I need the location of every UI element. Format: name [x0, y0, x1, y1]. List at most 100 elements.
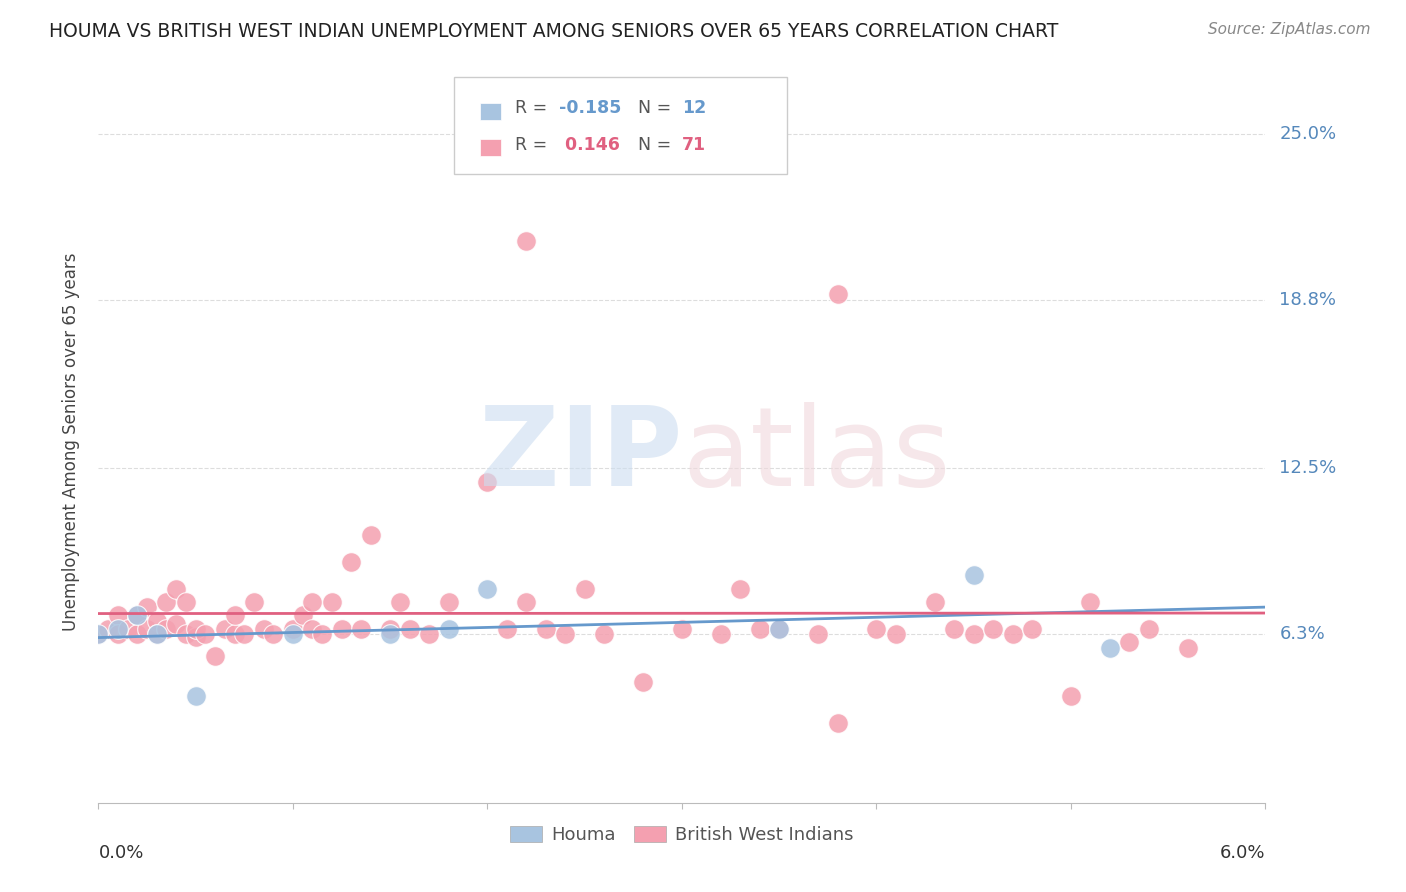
Text: 12: 12 [682, 99, 706, 117]
Point [281, 627, 304, 641]
Point [380, 622, 402, 636]
Point [360, 528, 382, 542]
Text: atlas: atlas [682, 402, 950, 509]
Point [1177, 640, 1199, 655]
Point [330, 622, 353, 636]
Text: 0.0%: 0.0% [98, 845, 143, 863]
Point [418, 627, 440, 641]
Y-axis label: Unemployment Among Seniors over 65 years: Unemployment Among Seniors over 65 years [62, 252, 80, 631]
Point [943, 622, 966, 636]
Point [748, 622, 770, 636]
Point [107, 608, 129, 623]
Point [136, 600, 159, 615]
Point [224, 627, 246, 641]
Text: ZIP: ZIP [478, 402, 682, 509]
Text: -0.185: -0.185 [560, 99, 621, 117]
Point [174, 627, 197, 641]
Point [388, 595, 411, 609]
FancyBboxPatch shape [454, 77, 787, 174]
Point [554, 627, 576, 641]
Text: N =: N = [637, 99, 676, 117]
Point [262, 627, 284, 641]
Point [865, 622, 887, 636]
Point [768, 622, 790, 636]
Point [962, 627, 984, 641]
Point [127, 608, 149, 623]
Point [1098, 640, 1121, 655]
Point [165, 582, 187, 596]
Point [87, 627, 110, 641]
Point [97, 622, 120, 636]
Text: 6.0%: 6.0% [1220, 845, 1265, 863]
Text: 12.5%: 12.5% [1279, 459, 1337, 477]
Point [146, 627, 169, 641]
Point [631, 675, 654, 690]
Point [301, 622, 323, 636]
Point [174, 595, 197, 609]
Point [574, 582, 596, 596]
Point [1060, 689, 1083, 703]
Point [981, 622, 1004, 636]
Point [1001, 627, 1024, 641]
Point [204, 648, 226, 663]
Point [1080, 595, 1102, 609]
Point [233, 627, 256, 641]
Point [127, 627, 149, 641]
Point [340, 555, 363, 569]
Text: Source: ZipAtlas.com: Source: ZipAtlas.com [1208, 22, 1371, 37]
Point [924, 595, 946, 609]
Point [884, 627, 907, 641]
Point [281, 622, 304, 636]
Point [534, 622, 557, 636]
Point [380, 627, 402, 641]
Text: R =: R = [515, 99, 553, 117]
Text: R =: R = [515, 136, 553, 154]
FancyBboxPatch shape [479, 139, 501, 156]
Point [710, 627, 733, 641]
Point [184, 630, 207, 644]
Point [477, 475, 499, 489]
Point [311, 627, 333, 641]
Point [1137, 622, 1160, 636]
Point [768, 622, 790, 636]
Point [807, 627, 830, 641]
Point [146, 614, 169, 628]
Text: N =: N = [637, 136, 676, 154]
Point [214, 622, 236, 636]
Point [253, 622, 276, 636]
Point [184, 622, 207, 636]
Point [165, 616, 187, 631]
Text: 71: 71 [682, 136, 706, 154]
Point [184, 689, 207, 703]
Text: 0.146: 0.146 [560, 136, 620, 154]
Point [291, 608, 314, 623]
Text: 25.0%: 25.0% [1279, 125, 1337, 143]
Point [301, 595, 323, 609]
Point [146, 627, 169, 641]
Text: 18.8%: 18.8% [1279, 291, 1336, 309]
Point [437, 595, 460, 609]
Point [398, 622, 420, 636]
Point [827, 715, 849, 730]
FancyBboxPatch shape [479, 103, 501, 120]
Point [827, 287, 849, 301]
Point [243, 595, 266, 609]
Point [962, 568, 984, 582]
Point [224, 608, 246, 623]
Point [127, 608, 149, 623]
Text: HOUMA VS BRITISH WEST INDIAN UNEMPLOYMENT AMONG SENIORS OVER 65 YEARS CORRELATIO: HOUMA VS BRITISH WEST INDIAN UNEMPLOYMEN… [49, 22, 1059, 41]
Legend: Houma, British West Indians: Houma, British West Indians [502, 819, 862, 852]
Point [671, 622, 693, 636]
Point [477, 582, 499, 596]
Point [107, 627, 129, 641]
Point [1021, 622, 1043, 636]
Point [593, 627, 616, 641]
Point [350, 622, 373, 636]
Point [515, 595, 537, 609]
Point [1118, 635, 1140, 649]
Point [107, 622, 129, 636]
Text: 6.3%: 6.3% [1279, 625, 1324, 643]
Point [496, 622, 519, 636]
Point [437, 622, 460, 636]
Point [155, 622, 177, 636]
